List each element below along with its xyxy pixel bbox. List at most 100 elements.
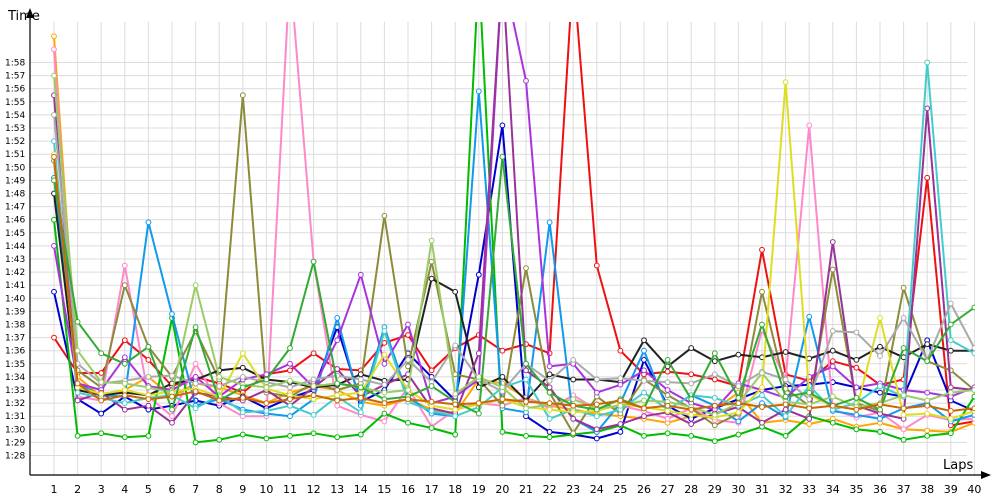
data-point [239, 409, 246, 416]
data-point [877, 343, 883, 350]
x-tick-label: 12 [307, 483, 321, 496]
data-point [405, 387, 411, 393]
data-point [947, 300, 954, 307]
x-tick-label: 22 [543, 483, 557, 496]
data-point [711, 438, 718, 444]
data-point [759, 419, 765, 426]
data-point [239, 384, 246, 391]
series-group [51, 153, 975, 417]
x-tick-label: 10 [259, 483, 273, 496]
x-tick-label: 18 [448, 483, 462, 496]
data-point [145, 343, 152, 350]
data-point [98, 410, 105, 417]
x-tick-label: 16 [401, 483, 415, 496]
y-tick-label: 1:28 [5, 452, 25, 462]
y-tick-label: 1:38 [5, 321, 25, 331]
data-point [806, 405, 813, 412]
series-line [53, 156, 975, 412]
data-point [381, 339, 388, 346]
data-point [381, 360, 388, 367]
data-point [381, 400, 388, 407]
data-point [357, 371, 364, 378]
data-point [263, 384, 270, 391]
data-point [829, 239, 836, 245]
data-point [74, 389, 81, 396]
data-point [877, 315, 883, 321]
x-tick-label: 36 [873, 483, 887, 496]
data-point [51, 33, 57, 40]
data-point [877, 406, 883, 413]
series-line [53, 22, 975, 427]
data-point [499, 429, 506, 435]
x-tick-label: 38 [920, 483, 934, 496]
data-point [947, 430, 954, 437]
data-point [735, 418, 742, 425]
data-point [688, 345, 695, 351]
data-point [617, 397, 624, 404]
data-point [287, 384, 293, 391]
data-point [711, 411, 718, 418]
data-point [570, 430, 577, 437]
data-point [641, 356, 647, 363]
x-tick-label: 6 [169, 483, 176, 496]
data-point [310, 392, 317, 399]
data-point [900, 392, 907, 399]
data-point [829, 363, 836, 370]
data-point [664, 430, 671, 437]
x-tick-label: 34 [826, 483, 840, 496]
data-point [475, 374, 482, 380]
y-axis-arrow-icon [26, 8, 34, 18]
y-tick-label: 1:49 [5, 176, 25, 186]
data-point [121, 354, 128, 361]
data-point [239, 374, 246, 380]
axes: Time Laps [7, 8, 991, 479]
data-point [924, 59, 931, 66]
data-point [853, 364, 860, 371]
data-point [98, 391, 105, 397]
data-point [169, 406, 175, 413]
data-point [405, 321, 411, 328]
data-point [51, 72, 57, 79]
data-point [829, 347, 836, 354]
data-point [145, 374, 152, 380]
data-point [877, 353, 883, 359]
y-tick-label: 1:57 [5, 72, 25, 82]
data-point [51, 46, 57, 53]
data-point [428, 425, 435, 431]
data-point [924, 397, 931, 404]
data-point [357, 431, 364, 438]
data-point [192, 405, 199, 412]
data-point [51, 243, 57, 249]
data-point [192, 282, 199, 289]
y-tick-label: 1:34 [5, 373, 25, 383]
data-point [688, 411, 695, 418]
data-point [617, 381, 624, 388]
data-point [263, 400, 270, 407]
data-point [641, 413, 647, 420]
y-tick-label: 1:44 [5, 242, 25, 252]
series-group [51, 59, 975, 422]
y-tick-label: 1:55 [5, 98, 25, 108]
data-point [759, 384, 765, 391]
data-point [782, 349, 789, 355]
x-tick-label: 13 [330, 483, 344, 496]
data-point [971, 393, 975, 400]
data-point [169, 372, 175, 379]
data-point [593, 262, 600, 269]
data-point [688, 432, 695, 439]
data-point [641, 367, 647, 374]
data-point [924, 389, 931, 396]
data-point [452, 413, 459, 420]
data-point [192, 374, 199, 380]
data-point [641, 347, 647, 354]
x-tick-label: 3 [98, 483, 105, 496]
data-point [759, 288, 765, 295]
data-point [310, 411, 317, 418]
data-point [145, 402, 152, 409]
x-tick-label: 23 [566, 483, 580, 496]
x-tick-label: 31 [755, 483, 769, 496]
data-point [475, 88, 482, 95]
data-point [357, 271, 364, 278]
data-point [216, 436, 223, 443]
data-point [593, 406, 600, 413]
